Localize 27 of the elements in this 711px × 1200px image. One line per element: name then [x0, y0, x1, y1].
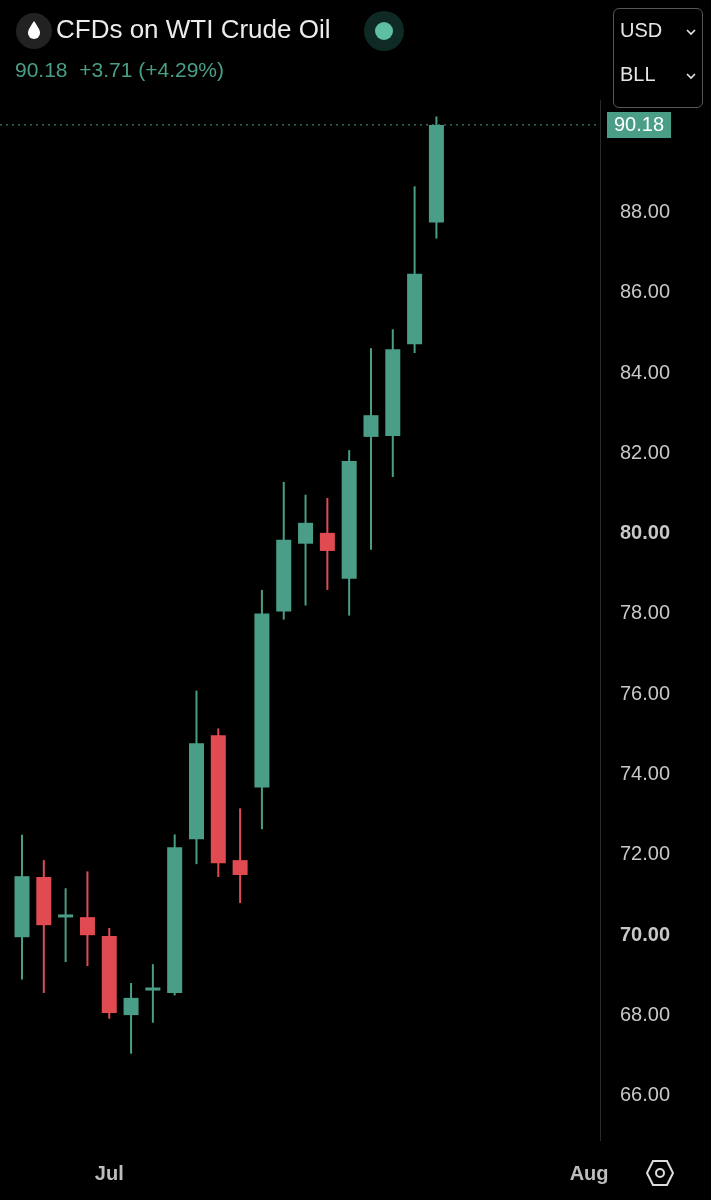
candlestick — [319, 496, 335, 591]
candlestick — [298, 493, 314, 607]
candlestick — [145, 963, 161, 1024]
text: BLL — [620, 63, 656, 86]
ref-line-label: 90.18 — [614, 113, 665, 136]
candlestick — [123, 982, 139, 1055]
y-tick-label: 66.00 — [620, 1083, 671, 1106]
x-tick-label: Aug — [569, 1161, 609, 1184]
y-tick-label: 70.00 — [620, 922, 671, 945]
y-tick-label: 80.00 — [620, 521, 671, 544]
candlestick — [58, 887, 74, 964]
y-tick-label: 82.00 — [620, 440, 671, 463]
y-tick-label: 74.00 — [620, 762, 671, 785]
chart-subtitle: 90.18 +3.71 (+4.29%) — [15, 58, 224, 82]
candlestick — [79, 870, 95, 968]
y-tick-label: 88.00 — [620, 199, 671, 222]
chart-title: CFDs on WTI Crude Oil — [56, 14, 331, 45]
candlestick — [232, 807, 248, 905]
y-tick-label: 86.00 — [620, 280, 671, 303]
y-tick-label: 76.00 — [620, 681, 671, 704]
y-tick-label: 72.00 — [620, 842, 671, 865]
y-tick-label: 84.00 — [620, 360, 671, 383]
y-tick-label: 68.00 — [620, 1003, 671, 1026]
y-tick-label: 78.00 — [620, 601, 671, 624]
x-tick-label: Jul — [94, 1161, 124, 1184]
candlestick — [363, 347, 379, 551]
text: USD — [620, 19, 663, 42]
